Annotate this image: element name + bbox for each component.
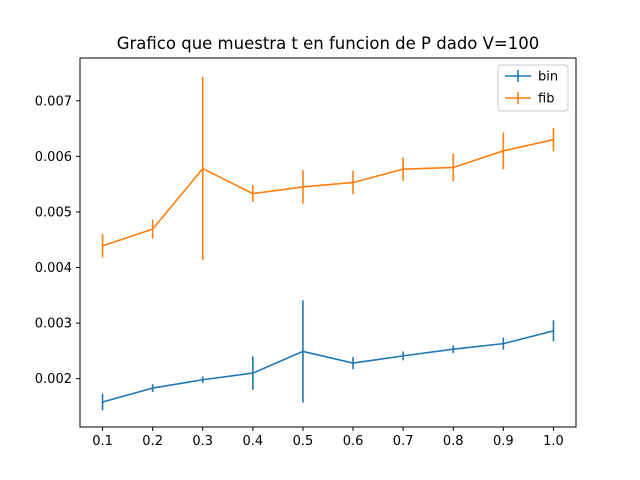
x-axis: 0.1 0.2 0.3 0.4 0.5 0.6 0.7 0.8 0.9 1.0 [92,427,564,449]
y-axis: 0.002 0.003 0.004 0.005 0.006 0.007 [35,94,80,387]
axes-frame [79,57,577,428]
x-tick-label: 0.9 [493,434,514,449]
x-tick-label: 0.5 [293,434,314,449]
series-line-bin [102,330,554,403]
legend: bin fib [497,64,569,112]
series-bin [101,300,555,411]
y-tick-label: 0.004 [35,261,72,276]
y-tick-label: 0.002 [35,372,72,387]
x-tick-label: 0.2 [142,434,163,449]
x-tick-label: 0.6 [343,434,364,449]
x-tick-label: 0.3 [192,434,213,449]
legend-label-fib: fib [538,92,554,107]
legend-label-bin: bin [538,70,558,85]
x-tick-label: 0.4 [243,434,264,449]
x-tick-label: 0.1 [92,434,113,449]
plot-area [101,76,555,411]
y-tick-label: 0.006 [35,150,72,165]
y-tick-label: 0.005 [35,205,72,220]
series-line-fib [102,138,554,247]
series-fib [101,76,555,261]
x-tick-label: 0.8 [443,434,464,449]
y-tick-label: 0.007 [35,94,72,109]
y-tick-label: 0.003 [35,317,72,332]
chart-title: Grafico que muestra t en funcion de P da… [117,34,540,53]
x-tick-label: 0.7 [393,434,414,449]
x-tick-label: 1.0 [543,434,564,449]
